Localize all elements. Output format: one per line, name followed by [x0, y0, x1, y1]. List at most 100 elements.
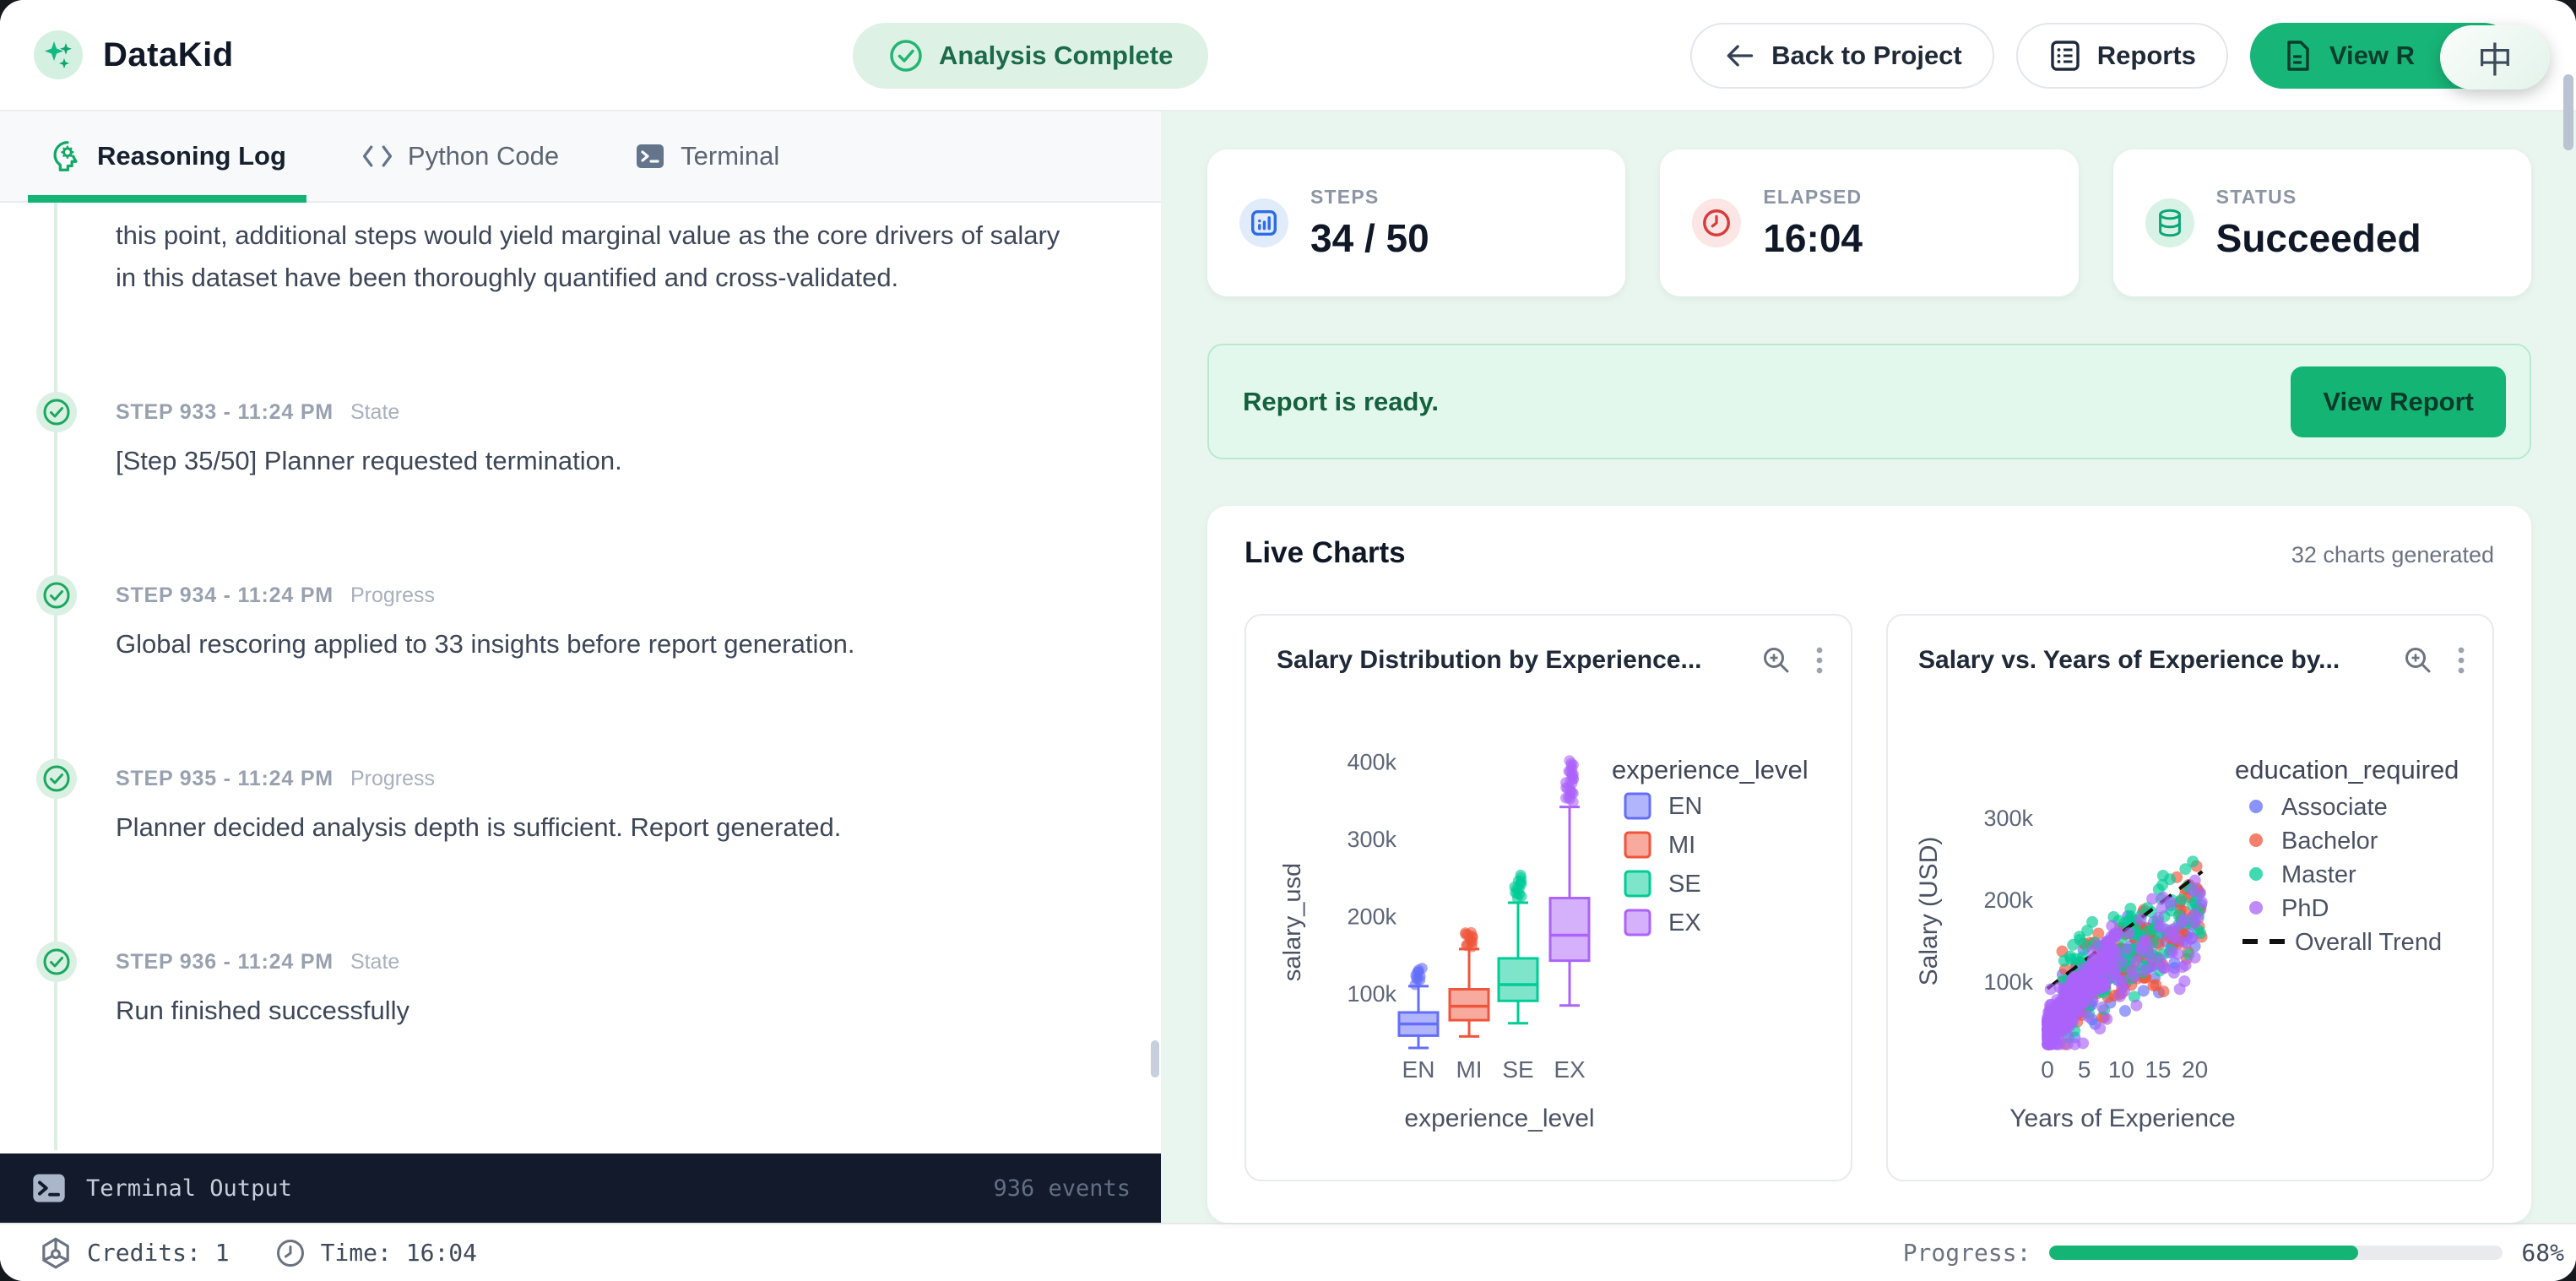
step-message: Planner decided analysis depth is suffic…: [116, 812, 842, 842]
svg-text:PhD: PhD: [2281, 895, 2329, 922]
analysis-complete-badge: Analysis Complete: [853, 23, 1209, 89]
zoom-in-icon[interactable]: [1760, 643, 1793, 677]
reports-button[interactable]: Reports: [2015, 23, 2228, 89]
top-header: DataKid Analysis Complete Back to Projec…: [0, 0, 2576, 111]
log-entry: STEP 935 - 11:24 PM Progress Planner dec…: [36, 758, 1110, 847]
stats-row: STEPS 34 / 50 ELAPSED 16:04: [1207, 149, 2531, 296]
svg-text:Bachelor: Bachelor: [2281, 828, 2378, 855]
svg-text:400k: 400k: [1347, 750, 1396, 775]
tab-reasoning-log[interactable]: Reasoning Log: [28, 111, 306, 203]
step-check-icon: [36, 575, 77, 616]
left-panel: Reasoning Log Python Code Terminal: [0, 111, 1161, 1223]
progress-indicator: Progress: 68%: [1903, 1239, 2564, 1267]
charts-generated-count: 32 charts generated: [2291, 542, 2494, 567]
svg-text:experience_level: experience_level: [1404, 1105, 1594, 1132]
live-charts-card: Live Charts 32 charts generated Salary D…: [1207, 506, 2531, 1223]
progress-label: Progress:: [1902, 1239, 2031, 1267]
svg-text:200k: 200k: [1347, 904, 1396, 930]
svg-text:MI: MI: [1456, 1056, 1482, 1083]
svg-text:5: 5: [2078, 1056, 2091, 1083]
live-charts-title: Live Charts: [1245, 536, 1406, 569]
database-icon: [2145, 198, 2194, 247]
app-title: DataKid: [103, 35, 234, 73]
zoom-in-icon[interactable]: [2401, 643, 2435, 677]
terminal-events-count: 936 events: [993, 1175, 1131, 1202]
svg-text:10: 10: [2108, 1056, 2134, 1083]
svg-text:Years of Experience: Years of Experience: [2009, 1105, 2235, 1132]
credits-indicator: Credits: 1: [38, 1235, 230, 1271]
steps-chart-icon: [1239, 198, 1288, 247]
svg-text:Salary (USD): Salary (USD): [1915, 837, 1943, 986]
step-tag: Progress: [350, 584, 435, 607]
svg-text:300k: 300k: [1983, 806, 2033, 831]
log-entry: STEP 936 - 11:24 PM State Run finished s…: [36, 942, 1110, 1030]
live-charts-header: Live Charts 32 charts generated: [1245, 536, 2494, 570]
log-entry: STEP 933 - 11:24 PM State [Step 35/50] P…: [36, 392, 1110, 480]
step-check-icon: [36, 942, 77, 982]
scatter-plot-svg[interactable]: 100k 200k 300k 0 5 10 15 20 Salary (USD) Years of…: [1888, 696, 2492, 1181]
tab-terminal-label: Terminal: [681, 141, 780, 171]
terminal-output-bar[interactable]: Terminal Output 936 events: [0, 1153, 1161, 1223]
step-label: STEP 936 - 11:24 PM: [116, 950, 334, 974]
chart-card-box: Salary Distribution by Experience... 100…: [1245, 614, 1852, 1181]
step-tag: State: [350, 400, 400, 424]
step-tag: Progress: [350, 767, 435, 790]
tab-python-code[interactable]: Python Code: [340, 111, 579, 201]
left-panel-scrollbar[interactable]: [1151, 1040, 1159, 1077]
clock-icon: [1692, 198, 1742, 247]
chart-header: Salary Distribution by Experience...: [1246, 616, 1851, 696]
time-indicator: Time: 16:04: [274, 1236, 477, 1270]
view-report-button[interactable]: View Report: [2291, 366, 2506, 437]
back-to-project-button[interactable]: Back to Project: [1690, 23, 1994, 89]
progress-bar: [2049, 1246, 2503, 1260]
svg-text:0: 0: [2041, 1056, 2054, 1083]
report-ready-banner: Report is ready. View Report: [1207, 344, 2531, 459]
chart-menu-icon[interactable]: [1814, 643, 1825, 677]
report-ready-text: Report is ready.: [1243, 386, 1440, 416]
svg-text:salary_usd: salary_usd: [1279, 863, 1306, 981]
stat-label: STEPS: [1310, 185, 1380, 208]
svg-text:15: 15: [2145, 1056, 2171, 1083]
svg-text:experience_level: experience_level: [1612, 755, 1809, 784]
step-message: Global rescoring applied to 33 insights …: [116, 629, 855, 659]
terminal-bar-title: Terminal Output: [86, 1175, 292, 1202]
header-buttons: Back to Project Reports View R: [1690, 23, 2516, 89]
svg-text:Master: Master: [2281, 861, 2356, 888]
stat-card-status: STATUS Succeeded: [2112, 149, 2531, 296]
charts-row: Salary Distribution by Experience... 100…: [1245, 614, 2494, 1181]
stat-value: Succeeded: [2215, 215, 2421, 260]
badge-label: Analysis Complete: [939, 41, 1174, 70]
step-label: STEP 934 - 11:24 PM: [116, 584, 334, 607]
widget-glyph: 中: [2476, 40, 2513, 80]
progress-percent: 68%: [2521, 1239, 2564, 1267]
right-panel: STEPS 34 / 50 ELAPSED 16:04: [1161, 111, 2576, 1223]
terminal-icon: [637, 144, 664, 168]
chart-header: Salary vs. Years of Experience by...: [1888, 616, 2492, 696]
document-icon: [2287, 41, 2309, 71]
chart-menu-icon[interactable]: [2455, 643, 2467, 677]
chart-title: Salary Distribution by Experience...: [1277, 645, 1702, 674]
arrow-left-icon: [1727, 45, 1754, 67]
svg-text:SE: SE: [1668, 871, 1701, 898]
svg-text:MI: MI: [1668, 832, 1695, 859]
box-plot-svg[interactable]: 100k 200k 300k 400k salary_usd EN MI SE EX experi…: [1246, 696, 1851, 1181]
svg-text:100k: 100k: [1983, 969, 2033, 995]
main-content: Reasoning Log Python Code Terminal: [0, 111, 2576, 1223]
svg-text:education_required: education_required: [2235, 755, 2459, 784]
log-intro-text: this point, additional steps would yield…: [116, 220, 1060, 292]
sparkles-icon: [45, 41, 72, 68]
svg-text:EX: EX: [1554, 1056, 1586, 1083]
reasoning-log-list[interactable]: this point, additional steps would yield…: [0, 203, 1161, 1153]
back-button-label: Back to Project: [1771, 41, 1962, 70]
translate-widget-button[interactable]: 中: [2440, 25, 2550, 90]
tab-bar: Reasoning Log Python Code Terminal: [0, 111, 1161, 203]
svg-text:20: 20: [2182, 1056, 2208, 1083]
tab-terminal[interactable]: Terminal: [613, 111, 800, 201]
reasoning-brain-icon: [53, 141, 78, 171]
tab-reasoning-log-label: Reasoning Log: [97, 141, 286, 171]
status-bar: Credits: 1 Time: 16:04 Progress: 68%: [0, 1223, 2576, 1281]
logo-circle: [34, 30, 83, 79]
svg-text:EN: EN: [1402, 1056, 1435, 1083]
page-scrollbar[interactable]: [2563, 74, 2573, 150]
